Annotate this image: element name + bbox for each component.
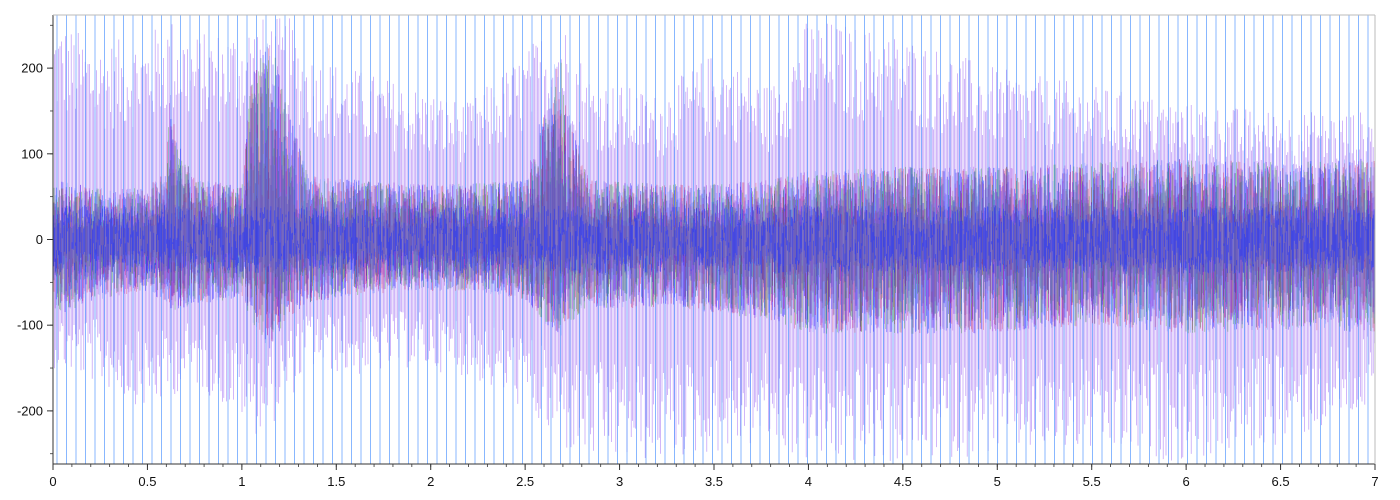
y-tick-label: 0 <box>36 232 43 247</box>
x-tick-label: 4.5 <box>894 474 912 489</box>
x-tick-label: 6.5 <box>1272 474 1290 489</box>
y-tick-label: -200 <box>17 403 43 418</box>
x-tick-label: 2 <box>427 474 434 489</box>
series-center-band <box>53 205 1375 274</box>
x-tick-label: 0 <box>49 474 56 489</box>
x-tick-label: 1 <box>238 474 245 489</box>
y-tick-label: 100 <box>21 146 43 161</box>
x-tick-label: 6 <box>1183 474 1190 489</box>
x-tick-label: 5.5 <box>1083 474 1101 489</box>
x-tick-label: 3.5 <box>705 474 723 489</box>
axes: 0 0.5 1 1.5 2 2.5 3 3.5 4 4.5 5 5.5 6 6.5 7 200 100 0 -100… <box>17 14 1379 489</box>
x-tick-label: 5 <box>994 474 1001 489</box>
x-tick-label: 7 <box>1371 474 1378 489</box>
y-tick-label: -100 <box>17 318 43 333</box>
x-tick-label: 2.5 <box>516 474 534 489</box>
x-tick-label: 0.5 <box>138 474 156 489</box>
x-tick-label: 3 <box>616 474 623 489</box>
x-tick-label: 4 <box>805 474 812 489</box>
plot-area <box>53 15 1375 464</box>
y-tick-label: 200 <box>21 61 43 76</box>
x-tick-label: 1.5 <box>327 474 345 489</box>
